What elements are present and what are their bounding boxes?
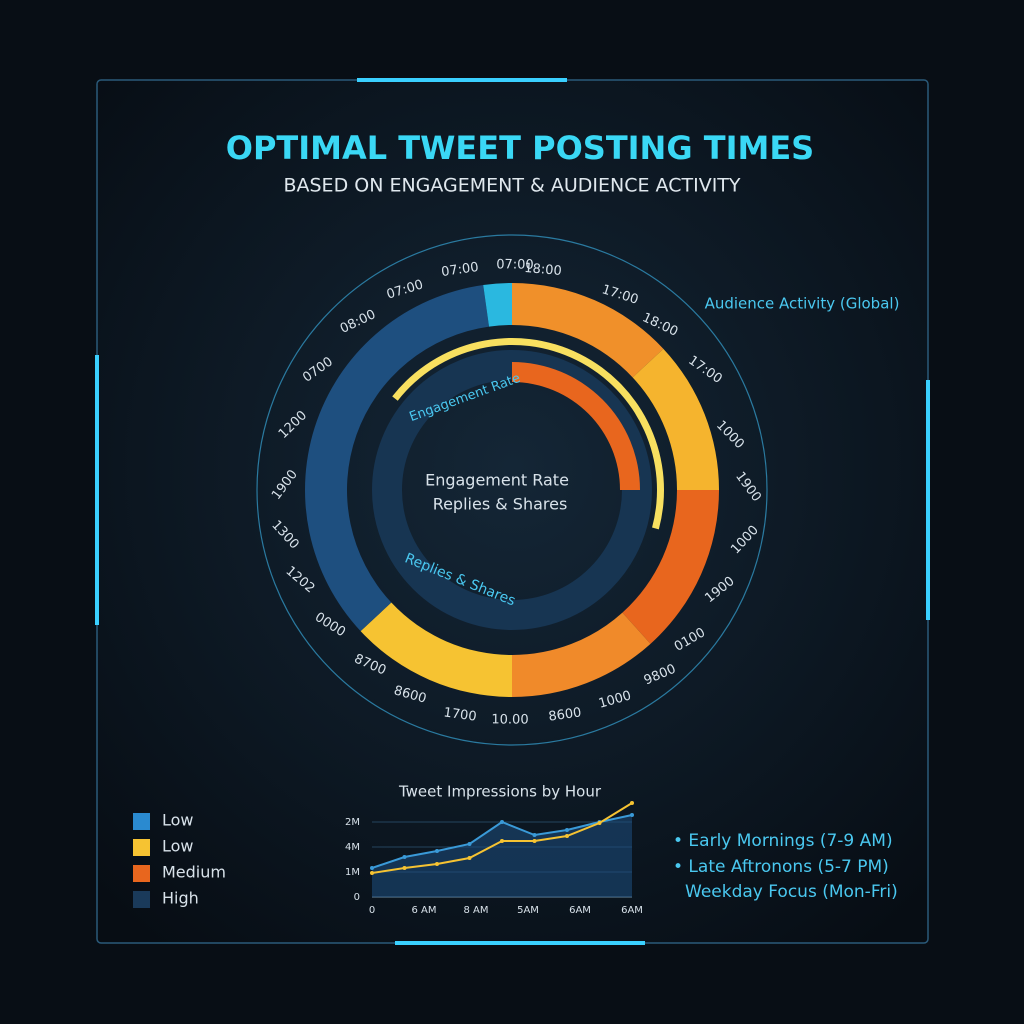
outer-label: Audience Activity (Global) <box>705 295 900 313</box>
point <box>630 813 634 817</box>
x-tick-label: 6AM <box>569 905 591 916</box>
ring-label: 07:00 <box>496 257 534 272</box>
ring-segment <box>632 348 719 490</box>
ring-label: 1700 <box>443 705 478 724</box>
ring-segment <box>360 602 512 697</box>
ring-segment <box>622 490 719 644</box>
panel-glow <box>95 78 930 945</box>
y-tick-label: 2M <box>345 817 360 828</box>
subtitle: BASED ON ENGAGEMENT & AUDIENCE ACTIVITY <box>283 175 740 197</box>
point <box>565 834 569 838</box>
legend-label: Low <box>162 811 194 830</box>
legend: Low Low Medium High <box>133 811 226 908</box>
ring-segment <box>483 283 512 327</box>
point <box>500 820 504 824</box>
ring-segment <box>304 285 490 632</box>
x-tick-label: 8 AM <box>463 905 488 916</box>
center-line: Engagement Rate <box>425 471 569 490</box>
note: • Late Aftronons (5-7 PM) <box>673 857 889 877</box>
ring-segment <box>512 283 664 378</box>
ring-label: 10.00 <box>491 712 528 727</box>
point <box>435 849 439 853</box>
title: OPTIMAL TWEET POSTING TIMES <box>226 129 814 167</box>
ring-label: 07:00 <box>440 260 479 280</box>
note: • Early Mornings (7-9 AM) <box>673 831 893 851</box>
inner-arc <box>512 362 640 490</box>
point <box>597 821 602 825</box>
legend-label: High <box>162 889 199 908</box>
point <box>467 842 472 846</box>
legend-swatch <box>133 891 150 908</box>
point <box>532 839 537 843</box>
legend-swatch <box>133 839 150 856</box>
point <box>402 866 407 870</box>
note: Weekday Focus (Mon-Fri) <box>685 882 898 902</box>
center-line: Replies & Shares <box>433 495 568 514</box>
point <box>630 801 634 805</box>
point <box>370 866 374 870</box>
legend-label: Medium <box>162 863 226 882</box>
ring-segment <box>512 612 651 697</box>
line-chart: Tweet Impressions by Hour 2M 4M 1M 00 6 AM 8 A… <box>345 783 643 917</box>
y-tick-label: 0 <box>354 892 360 903</box>
y-tick-label: 1M <box>345 867 360 878</box>
point <box>467 856 472 860</box>
x-tick-label: 5AM <box>517 905 539 916</box>
point <box>435 862 439 866</box>
point <box>402 855 407 859</box>
legend-swatch <box>133 865 150 882</box>
legend-swatch <box>133 813 150 830</box>
point <box>500 839 504 843</box>
chart-title: Tweet Impressions by Hour <box>398 783 602 801</box>
legend-label: Low <box>162 837 194 856</box>
y-tick-label: 4M <box>345 842 360 853</box>
point <box>565 828 569 832</box>
ring-label: 18:00 <box>524 261 563 279</box>
x-tick-label: 6AM <box>621 905 643 916</box>
point <box>532 833 537 837</box>
ring-label: 8600 <box>548 705 583 724</box>
x-tick-label: 6 AM <box>411 905 436 916</box>
point <box>370 871 374 875</box>
x-tick-label: 0 <box>369 905 375 916</box>
